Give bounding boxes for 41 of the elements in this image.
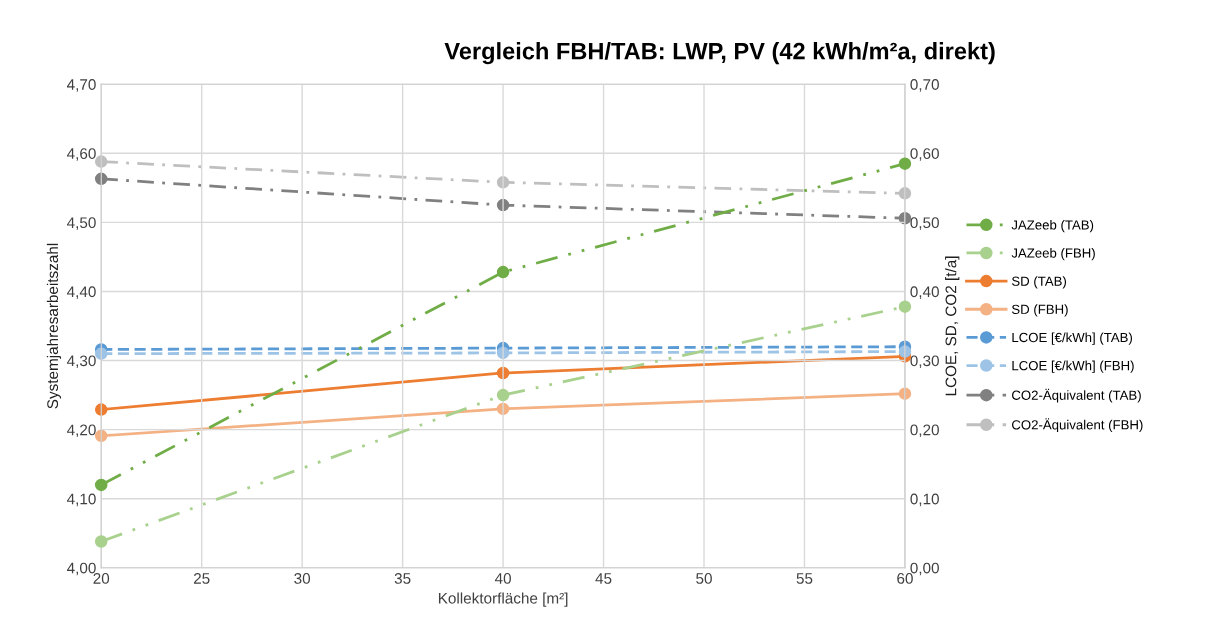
y-tick-label: 4,40 <box>66 286 96 299</box>
x-tick-label: 45 <box>595 573 612 584</box>
x-tick-label: 25 <box>193 573 210 584</box>
y2-tick-label: 0,40 <box>910 286 939 299</box>
y-tick-label: 4,70 <box>66 79 96 92</box>
point <box>898 157 912 170</box>
legend-label: SD (TAB) <box>1011 276 1067 289</box>
legend-label: JAZeeb (TAB) <box>1011 219 1094 233</box>
y-tick-label: 4,60 <box>66 148 96 161</box>
chart-title: Vergleich FBH/TAB: LWP, PV (42 kWh/m²a, direkt) <box>444 42 995 65</box>
point <box>496 265 510 279</box>
x-tick-label: 55 <box>796 573 813 584</box>
y-tick-label: 4,20 <box>66 424 96 438</box>
y-tick-label: 4,30 <box>66 355 96 369</box>
legend-label: SD (FBH) <box>1011 304 1068 317</box>
x-tick-label: 50 <box>696 573 712 584</box>
legend-label: CO2-Äquivalent (TAB) <box>1012 388 1141 403</box>
x-tick-label: 35 <box>394 573 411 584</box>
point <box>898 300 912 313</box>
y2-tick-label: 0,60 <box>910 148 939 161</box>
x-tick-label: 30 <box>294 573 311 584</box>
y2-tick-label: 0,30 <box>910 355 939 369</box>
point <box>496 388 510 402</box>
y-tick-label: 4,10 <box>66 493 96 507</box>
y2-tick-label: 0,20 <box>910 424 939 438</box>
legend-label: JAZeeb (FBH) <box>1011 248 1095 261</box>
x-tick-label: 20 <box>93 573 110 584</box>
legend-label: LCOE [€/kWh] (TAB) <box>1012 332 1132 345</box>
y-tick-label: 4,00 <box>66 562 96 576</box>
y-axis-title: Systemjahresarbeitszahl <box>46 243 62 409</box>
y2-tick-label: 0,70 <box>910 79 939 92</box>
x-tick-label: 40 <box>494 573 511 584</box>
legend-label: LCOE [€/kWh] (FBH) <box>1012 360 1134 373</box>
x-axis-title: Kollektorfläche [m²] <box>438 592 568 607</box>
y-tick-label: 4,50 <box>66 217 96 230</box>
point <box>94 535 108 548</box>
legend-label: CO2-Äquivalent (FBH) <box>1012 418 1143 433</box>
y2-axis-title: LCOE, SD, CO2 [t/a] <box>945 256 960 396</box>
y2-tick-label: 0,50 <box>910 217 939 230</box>
point <box>94 478 108 492</box>
y2-tick-label: 0,10 <box>910 493 939 507</box>
